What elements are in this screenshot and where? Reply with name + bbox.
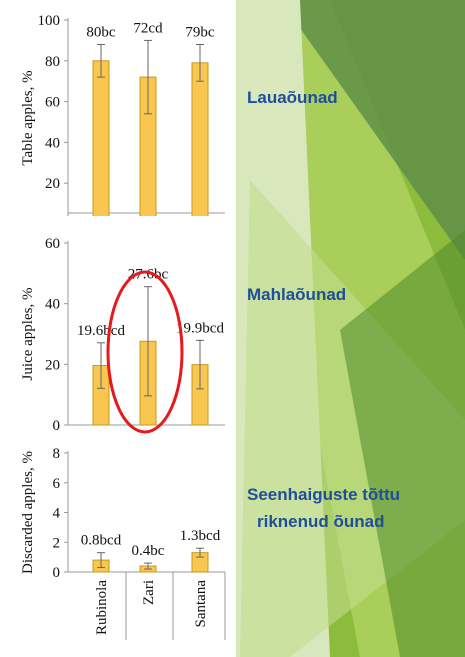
y-tick-label: 60 [45,95,60,111]
y-tick-label: 40 [45,297,60,313]
data-label: 1.3bcd [180,528,221,544]
y-tick-label: 8 [53,446,61,462]
data-label: 79bc [185,24,215,40]
y-tick-label: 0 [53,565,61,581]
data-label: 72cd [133,20,163,36]
x-tick-label: Zari [141,580,157,605]
data-label: 19.6bcd [77,323,125,339]
error-bar [97,342,105,389]
chart: Table apples, %02040608010080bc72cd79bc [20,13,225,216]
data-label: 80bc [86,24,116,40]
y-tick-label: 100 [38,13,61,29]
error-bar [97,552,105,569]
error-bar [97,43,105,78]
annotation: Lauaõunad [247,88,338,107]
y-tick-label: 6 [53,476,61,492]
y-tick-label: 60 [45,236,60,252]
y-tick-label: 20 [45,176,60,192]
y-tick-label: 40 [45,135,60,151]
background [236,0,465,657]
bar [191,62,209,216]
y-axis-label: Table apples, % [20,70,36,165]
annotation: Mahlaõunad [247,285,346,304]
error-bar [144,286,152,397]
chart: Juice apples, %020406019.6bcd27.6bc19.9b… [20,236,225,434]
y-tick-label: 2 [53,535,61,551]
y-axis-label: Discarded apples, % [20,451,36,574]
highlight-ellipse [106,270,184,434]
x-tick-label: Rubinola [94,580,110,635]
data-label: 0.8bcd [81,533,122,549]
y-tick-label: 0 [53,418,61,434]
error-bar [196,43,204,82]
error-bar [144,39,152,115]
x-tick-label: Santana [193,580,209,628]
y-axis-label: Juice apples, % [20,288,36,381]
chart: Discarded apples, % 0 2 4 6 8 0.8bcd Rubinola 0.… [20,446,226,640]
annotation: riknenud õunad [257,512,385,531]
bar [92,60,110,216]
annotation: Seenhaiguste tõttu [247,485,400,504]
error-bar [196,339,204,390]
error-bar [144,562,152,570]
error-bar [196,547,204,558]
data-label: 19.9bcd [176,320,224,336]
y-tick-label: 4 [53,506,61,522]
bg-shape [340,230,465,657]
bg-shape [280,0,465,260]
y-tick-label: 80 [45,54,60,70]
y-tick-label: 20 [45,357,60,373]
data-label: 0.4bc [132,543,165,559]
